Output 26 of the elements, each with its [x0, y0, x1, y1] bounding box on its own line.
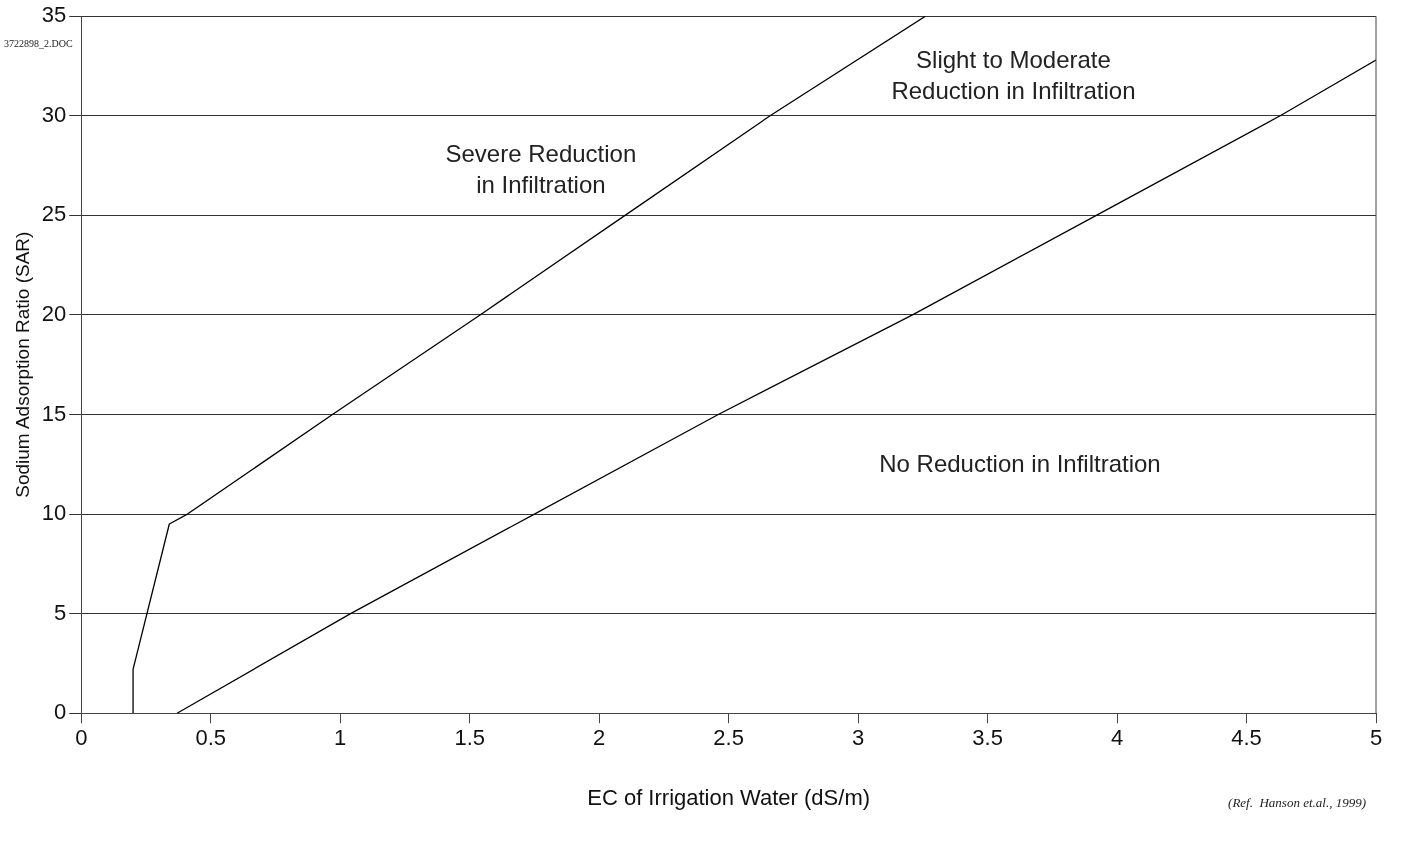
x-tick-label: 3	[851, 725, 865, 751]
x-tick-label: 1	[334, 725, 347, 751]
annotation: Severe Reduction in Infiltration	[445, 140, 637, 199]
y-tick-label: 35	[41, 2, 67, 28]
annotation: No Reduction in Infiltration	[879, 450, 1161, 478]
text: (Ref. Hanson et.al., 1999)	[1228, 795, 1366, 811]
annotation: Slight to Moderate Reduction in Infiltration	[891, 46, 1136, 105]
y-axis-title: Sodium Adsorption Ratio (SAR)	[11, 231, 33, 498]
y-tick-label: 30	[41, 101, 67, 127]
y-tick-label: 15	[41, 400, 67, 426]
x-tick-label: 0.5	[195, 725, 227, 751]
y-tick-label: 5	[54, 599, 67, 625]
y-tick-label: 0	[54, 699, 67, 725]
x-tick-label: 4	[1110, 725, 1124, 751]
y-tick-label: 10	[41, 500, 67, 526]
x-tick-label: 0	[75, 725, 88, 751]
x-tick-label: 3.5	[972, 725, 1003, 751]
x-tick-label: 2	[593, 725, 606, 751]
text: 3722898_2.DOC	[4, 37, 73, 49]
x-tick-label: 4.5	[1231, 725, 1262, 751]
x-tick-label: 2.5	[713, 725, 744, 751]
x-tick-label: 1.5	[454, 725, 485, 751]
x-axis-title: EC of Irrigation Water (dS/m)	[587, 784, 871, 810]
y-tick-label: 25	[41, 201, 67, 227]
x-tick-label: 5	[1369, 725, 1383, 751]
y-tick-label: 20	[41, 300, 67, 326]
